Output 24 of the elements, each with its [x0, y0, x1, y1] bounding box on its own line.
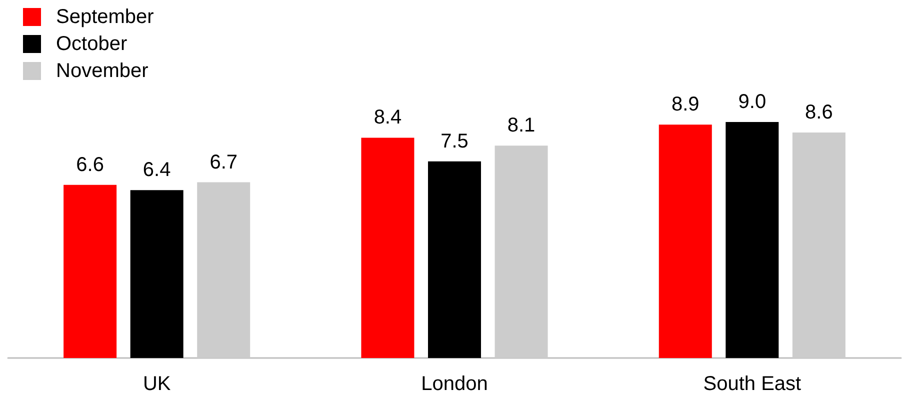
bar [64, 184, 117, 358]
x-tick-label: UK [142, 373, 172, 395]
x-tick-label: South East [703, 373, 802, 395]
bar [726, 122, 779, 358]
data-label: 9.0 [738, 91, 766, 113]
data-label: 6.7 [210, 151, 238, 174]
legend-label: November [56, 60, 149, 82]
bar [792, 132, 846, 358]
data-label: 6.6 [76, 154, 104, 176]
bar [428, 161, 481, 358]
data-label: 8.4 [374, 106, 402, 129]
bar [658, 124, 712, 358]
legend-label: September [56, 6, 154, 28]
bar [130, 190, 184, 358]
data-label: 7.5 [440, 130, 468, 152]
data-label: 8.6 [805, 101, 833, 124]
data-label: 6.4 [142, 159, 171, 182]
bar [494, 146, 548, 358]
bar [361, 138, 414, 358]
legend-label: October [56, 33, 128, 55]
data-label: 8.9 [671, 94, 700, 116]
x-tick-label: London [421, 373, 488, 395]
data-label: 8.1 [507, 114, 536, 137]
bar [197, 182, 250, 358]
